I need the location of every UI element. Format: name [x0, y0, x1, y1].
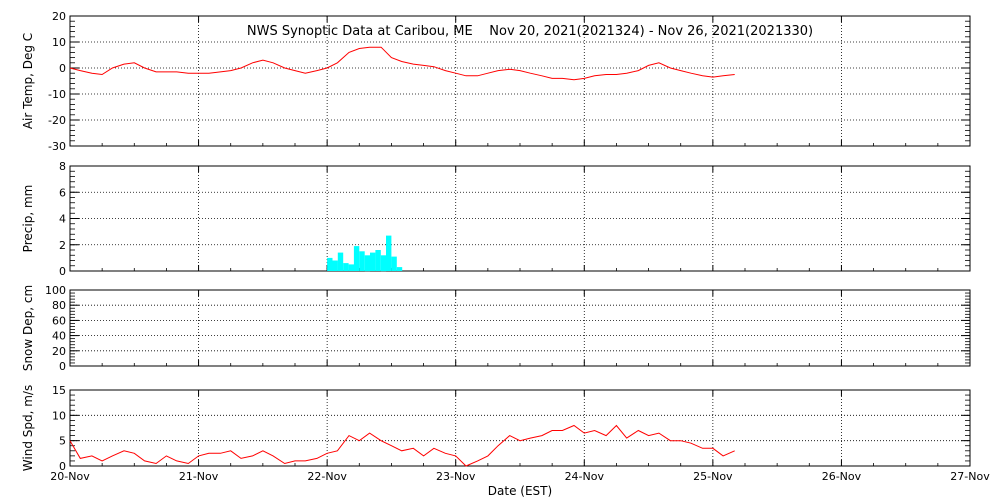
- y-axis-label-snow: Snow Dep, cm: [21, 285, 35, 371]
- precip-bar: [327, 257, 333, 271]
- x-axis-label: Date (EST): [488, 484, 552, 498]
- y-tick-label: 15: [52, 384, 66, 397]
- y-tick-label: 60: [52, 314, 66, 327]
- series-line-temp: [69, 46, 735, 81]
- panel-temp: -30 -20 -10 0 10 20 Air Temp, Deg C: [21, 10, 971, 153]
- y-tick-label: 2: [59, 239, 66, 252]
- panel-snow: 0 20 40 60 80 100 Snow Dep, cm: [21, 284, 971, 373]
- x-tick-label: 21-Nov: [179, 470, 219, 483]
- y-axis-label-wind: Wind Spd, m/s: [21, 385, 35, 471]
- y-tick-label: 0: [59, 460, 66, 473]
- x-tick-label: 24-Nov: [565, 470, 605, 483]
- panel-wind: 0 5 10 15 Wind Spd, m/s: [21, 384, 971, 473]
- panel-precip: 0 2 4 6 8 Precip, mm: [21, 160, 971, 278]
- precip-bar: [348, 264, 354, 271]
- precip-bar: [370, 252, 376, 271]
- panel-frame-snow: [69, 289, 971, 367]
- y-tick-label: 6: [59, 186, 66, 199]
- y-tick-label: 10: [52, 36, 66, 49]
- x-tick-labels: 20-Nov 21-Nov 22-Nov 23-Nov 24-Nov 25-Nov 26-N…: [50, 470, 990, 483]
- y-tick-label: -20: [48, 114, 66, 127]
- y-tick-label: 100: [45, 284, 66, 297]
- x-tick-label: 22-Nov: [307, 470, 347, 483]
- precip-bar: [375, 250, 381, 271]
- precip-bar: [386, 235, 392, 271]
- y-tick-label: 5: [59, 435, 66, 448]
- y-tick-label: 0: [59, 265, 66, 278]
- y-tick-label: -30: [48, 140, 66, 153]
- y-tick-label: 20: [52, 345, 66, 358]
- chart-title: NWS Synoptic Data at Caribou, ME Nov 20,…: [247, 24, 813, 39]
- y-tick-label: 80: [52, 299, 66, 312]
- y-tick-label: 4: [59, 213, 66, 226]
- precip-bar: [353, 246, 360, 271]
- y-tick-label: 0: [59, 62, 66, 75]
- precip-bar: [359, 251, 365, 271]
- y-axis-label-temp: Air Temp, Deg C: [21, 33, 35, 129]
- precip-bar: [391, 256, 397, 271]
- x-tick-label: 26-Nov: [822, 470, 862, 483]
- x-tick-label: 27-Nov: [950, 470, 990, 483]
- precip-bar: [337, 252, 344, 271]
- x-tick-label: 23-Nov: [436, 470, 476, 483]
- x-tick-label: 25-Nov: [693, 470, 733, 483]
- chart-panels: -30 -20 -10 0 10 20 Air Temp, Deg C 0 2 4 6 8 Precip…: [21, 10, 990, 483]
- precip-bar: [343, 263, 349, 271]
- y-tick-label: 10: [52, 409, 66, 422]
- y-tick-label: 20: [52, 10, 66, 23]
- precip-bar: [332, 260, 338, 271]
- precip-bar: [364, 255, 371, 272]
- y-tick-label: 8: [59, 160, 66, 173]
- y-tick-label: -10: [48, 88, 66, 101]
- x-tick-label: 20-Nov: [50, 470, 90, 483]
- series-line-wind: [69, 424, 735, 467]
- precip-bar: [396, 267, 403, 271]
- y-axis-label-precip: Precip, mm: [21, 185, 35, 253]
- y-tick-label: 0: [59, 360, 66, 373]
- precip-bar: [380, 255, 387, 272]
- y-tick-label: 40: [52, 330, 66, 343]
